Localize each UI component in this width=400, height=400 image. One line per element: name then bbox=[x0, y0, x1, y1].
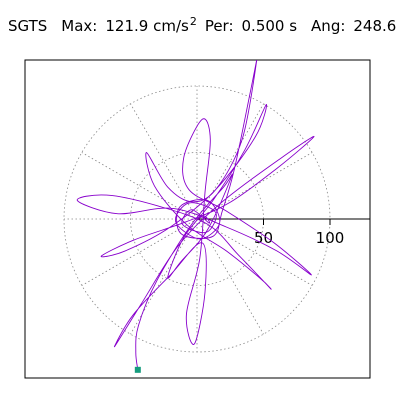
period-value: 0.500 s bbox=[241, 17, 298, 35]
angle-value: 248.6 bbox=[353, 17, 397, 35]
angle-label: Ang: bbox=[311, 17, 346, 35]
orbit-path bbox=[76, 60, 315, 370]
radial-tick-label-100: 100 bbox=[316, 229, 345, 247]
max-value: 121.9 cm/s bbox=[105, 17, 189, 35]
max-label: Max: bbox=[61, 17, 98, 35]
station-code: SGTS bbox=[8, 17, 48, 35]
period-label: Per: bbox=[204, 17, 234, 35]
radial-tick-label-50: 50 bbox=[254, 229, 273, 247]
end-marker-group bbox=[134, 366, 141, 373]
max-unit-superscript: 2 bbox=[189, 15, 197, 28]
plot-header: SGTS Max: 121.9 cm/s2 Per: 0.500 s Ang: 248.6 bbox=[8, 14, 396, 40]
end-marker bbox=[134, 366, 141, 373]
particle-motion-trace bbox=[76, 60, 315, 370]
radial-axis: 50 100 bbox=[197, 218, 370, 247]
